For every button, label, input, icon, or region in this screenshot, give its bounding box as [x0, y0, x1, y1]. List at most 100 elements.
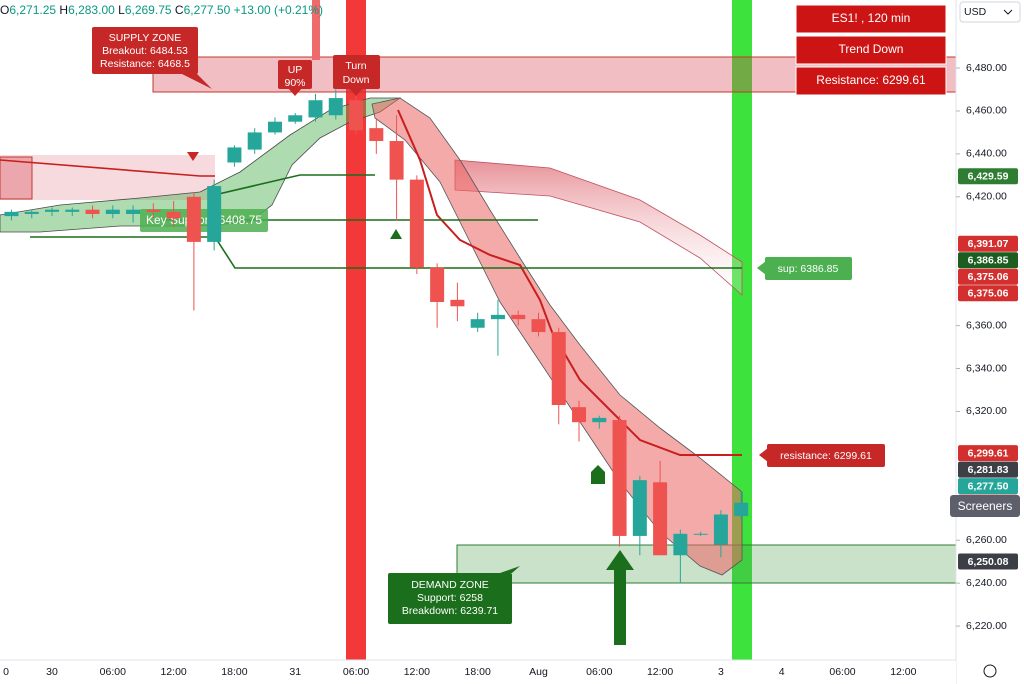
candle-body: [551, 332, 566, 406]
ohlc-key: L: [118, 3, 125, 17]
candle-body: [85, 209, 100, 214]
y-tick-label: 6,420.00: [966, 191, 1007, 203]
label-pointer: [759, 448, 768, 462]
candle-body: [369, 128, 384, 142]
price-tag-label: 6,375.06: [968, 271, 1009, 283]
label-pointer: [757, 261, 766, 275]
candle-body: [673, 533, 688, 556]
callout-pointer: [180, 73, 212, 89]
candles: [4, 85, 749, 584]
price-tag-label: 6,386.85: [968, 255, 1009, 267]
resistance-text: resistance: 6299.61: [780, 450, 872, 462]
candle-body: [470, 319, 485, 328]
price-tag: [958, 285, 1018, 302]
currency-text: USD: [964, 6, 987, 18]
candle-body: [247, 132, 262, 150]
demand-zone-text: Breakdown: 6239.71: [402, 605, 498, 617]
screeners-text: Screeners: [958, 499, 1013, 513]
demand-zone-text: DEMAND ZONE: [411, 579, 489, 591]
candle-body: [267, 121, 282, 133]
candle-body: [105, 209, 120, 214]
x-tick-label: 06:00: [100, 666, 126, 678]
trend-line-green: [30, 236, 742, 269]
turn-down-label: [333, 55, 380, 89]
x-tick-label: 06:00: [829, 666, 855, 678]
y-tick-label: 6,260.00: [966, 534, 1007, 546]
x-tick-label: 30: [46, 666, 58, 678]
trend-box: [795, 35, 947, 65]
price-tag-label: 6,429.59: [968, 171, 1009, 183]
candle-body: [126, 209, 141, 214]
candle-body: [612, 420, 627, 536]
callout-pointer: [500, 566, 520, 573]
y-tick-label: 6,220.00: [966, 620, 1007, 632]
trend-text: Trend Down: [839, 42, 904, 56]
chevron: [1003, 9, 1013, 15]
candle-body: [653, 482, 668, 556]
sup-text: sup: 6386.85: [778, 263, 839, 275]
y-tick-label: 6,440.00: [966, 148, 1007, 160]
candle-body: [166, 211, 181, 219]
ohlc-value: 6,283.00: [68, 3, 115, 17]
key-support-text: Key Support: 6408.75: [146, 213, 262, 227]
ohlc-change: +13.00 (+0.21%): [234, 3, 323, 17]
x-tick-label: 06:00: [343, 666, 369, 678]
trend-line-green: [209, 174, 375, 197]
candle-body: [531, 319, 546, 333]
time-axis: [0, 660, 956, 684]
y-tick-label: 6,460.00: [966, 105, 1007, 117]
x-tick-label: 31: [289, 666, 301, 678]
candle-body: [409, 179, 424, 268]
price-tag-label: 6,375.06: [968, 288, 1009, 300]
candle-body: [490, 314, 505, 320]
x-tick-label: 06:00: [586, 666, 612, 678]
resistance-label: [767, 444, 885, 467]
ohlc-key: C: [175, 3, 184, 17]
candle-body: [450, 299, 465, 307]
fading-channel: [454, 159, 743, 296]
candle-body: [207, 186, 222, 242]
ohlc-value: 6,269.75: [125, 3, 172, 17]
price-tag: [958, 168, 1018, 185]
x-tick-label: 4: [779, 666, 785, 678]
x-tick-label: 12:00: [404, 666, 430, 678]
price-tag-label: 6,250.08: [968, 556, 1009, 568]
green-cloud: [0, 97, 402, 233]
x-tick-label: 12:00: [890, 666, 916, 678]
supply-zone-label: [92, 27, 198, 74]
axis-layer: 6,480.00 6,460.00 6,440.00 6,420.00 6,360.00…: [3, 62, 1007, 678]
up-signal-label: [278, 60, 312, 89]
sell-marker: [187, 152, 199, 161]
callout-pointer: [349, 88, 363, 96]
settings-icon[interactable]: [983, 664, 997, 678]
candle-body: [389, 141, 404, 180]
ohlc-key: H: [59, 3, 68, 17]
x-tick-label: 18:00: [465, 666, 491, 678]
y-tick-label: 6,360.00: [966, 319, 1007, 331]
candle-body: [572, 407, 587, 423]
candle-body: [713, 514, 728, 545]
candle-body: [24, 211, 39, 214]
x-tick-label: 12:00: [647, 666, 673, 678]
price-tag-label: 6,277.50: [968, 480, 1009, 492]
spike: [312, 0, 320, 60]
candle-body: [65, 209, 80, 212]
currency-select[interactable]: [959, 1, 1021, 23]
screeners-tab[interactable]: [950, 495, 1020, 517]
sup-label: [765, 257, 852, 280]
price-tag: [958, 268, 1018, 285]
price-tag: [958, 553, 1018, 570]
x-tick-label: Aug: [529, 666, 548, 678]
up-arrow: [606, 550, 634, 645]
demand-zone-text: Support: 6258: [417, 592, 483, 604]
candle-body: [146, 209, 161, 212]
buy-marker: [390, 229, 402, 239]
price-axis: [956, 0, 1024, 684]
up-signal-text: 90%: [284, 77, 305, 89]
candle-body: [734, 502, 749, 517]
signal-band-red: [346, 0, 366, 660]
supply-zone-text: Resistance: 6468.5: [100, 58, 190, 70]
ohlc-value: 6,271.25: [9, 3, 56, 17]
y-tick-label: 6,480.00: [966, 62, 1007, 74]
